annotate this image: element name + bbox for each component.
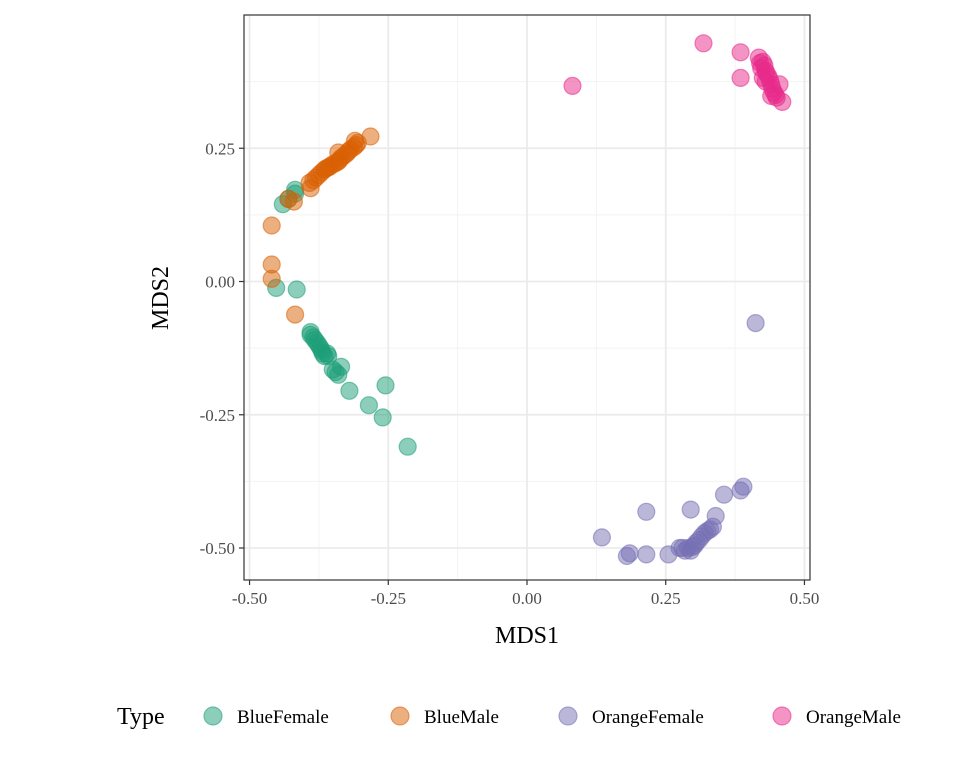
data-point [359, 396, 378, 415]
legend-key-BlueMale [390, 706, 410, 726]
data-point [714, 485, 734, 504]
axes: -0.50 -0.25 0.00 0.25 0.50 -0.50 -0.25 0.00 0.25 [200, 14, 820, 608]
data-point [681, 500, 700, 519]
x-axis-title: MDS1 [495, 623, 559, 649]
data-point [329, 143, 348, 162]
y-tick-label: 0.00 [205, 273, 235, 292]
data-point [706, 506, 725, 526]
data-point [637, 545, 656, 564]
data-point [279, 189, 298, 208]
data-point [762, 86, 781, 106]
legend-key-OrangeFemale [558, 706, 578, 726]
legend-label-OrangeMale: OrangeMale [806, 707, 901, 728]
data-point [563, 76, 582, 96]
y-tick-label: 0.25 [205, 139, 235, 158]
legend-title: Type [117, 704, 165, 730]
data-point [332, 357, 351, 376]
legend-label-OrangeFemale: OrangeFemale [592, 707, 704, 728]
data-point [753, 68, 772, 88]
legend-label-BlueFemale: BlueFemale [237, 707, 329, 728]
y-tick-label: -0.25 [200, 406, 235, 425]
x-tick-label: -0.25 [371, 589, 406, 608]
plot-area [244, 15, 810, 580]
data-point [731, 68, 750, 88]
data-point [637, 502, 656, 521]
legend-key-BlueFemale [203, 706, 223, 726]
data-point [731, 43, 750, 62]
legend-key-OrangeMale [772, 706, 792, 726]
x-tick-label: -0.50 [232, 589, 267, 608]
data-point [734, 477, 753, 496]
legend-label-BlueMale: BlueMale [424, 707, 499, 728]
series-OrangeFemale [592, 314, 765, 566]
data-point [746, 314, 765, 333]
x-tick-label: 0.50 [790, 589, 820, 608]
data-point [398, 437, 417, 456]
series-OrangeMale [563, 34, 792, 112]
series-BlueMale [262, 127, 380, 324]
data-point [694, 34, 713, 53]
data-point [620, 544, 639, 563]
data-point [376, 376, 395, 395]
data-point [340, 381, 359, 400]
x-tick-label: 0.25 [651, 589, 681, 608]
x-tick-label: 0.00 [512, 589, 542, 608]
data-point [373, 408, 392, 427]
data-point [345, 131, 365, 150]
data-point [262, 216, 281, 235]
data-point [286, 305, 305, 324]
data-point [361, 127, 380, 146]
y-axis-title: MDS2 [148, 266, 174, 330]
y-tick-label: -0.50 [200, 539, 235, 558]
data-point [592, 528, 612, 547]
data-point [262, 269, 281, 288]
legend: Type BlueFemale BlueMale OrangeFemale Orang… [117, 704, 901, 730]
data-point [287, 280, 306, 299]
